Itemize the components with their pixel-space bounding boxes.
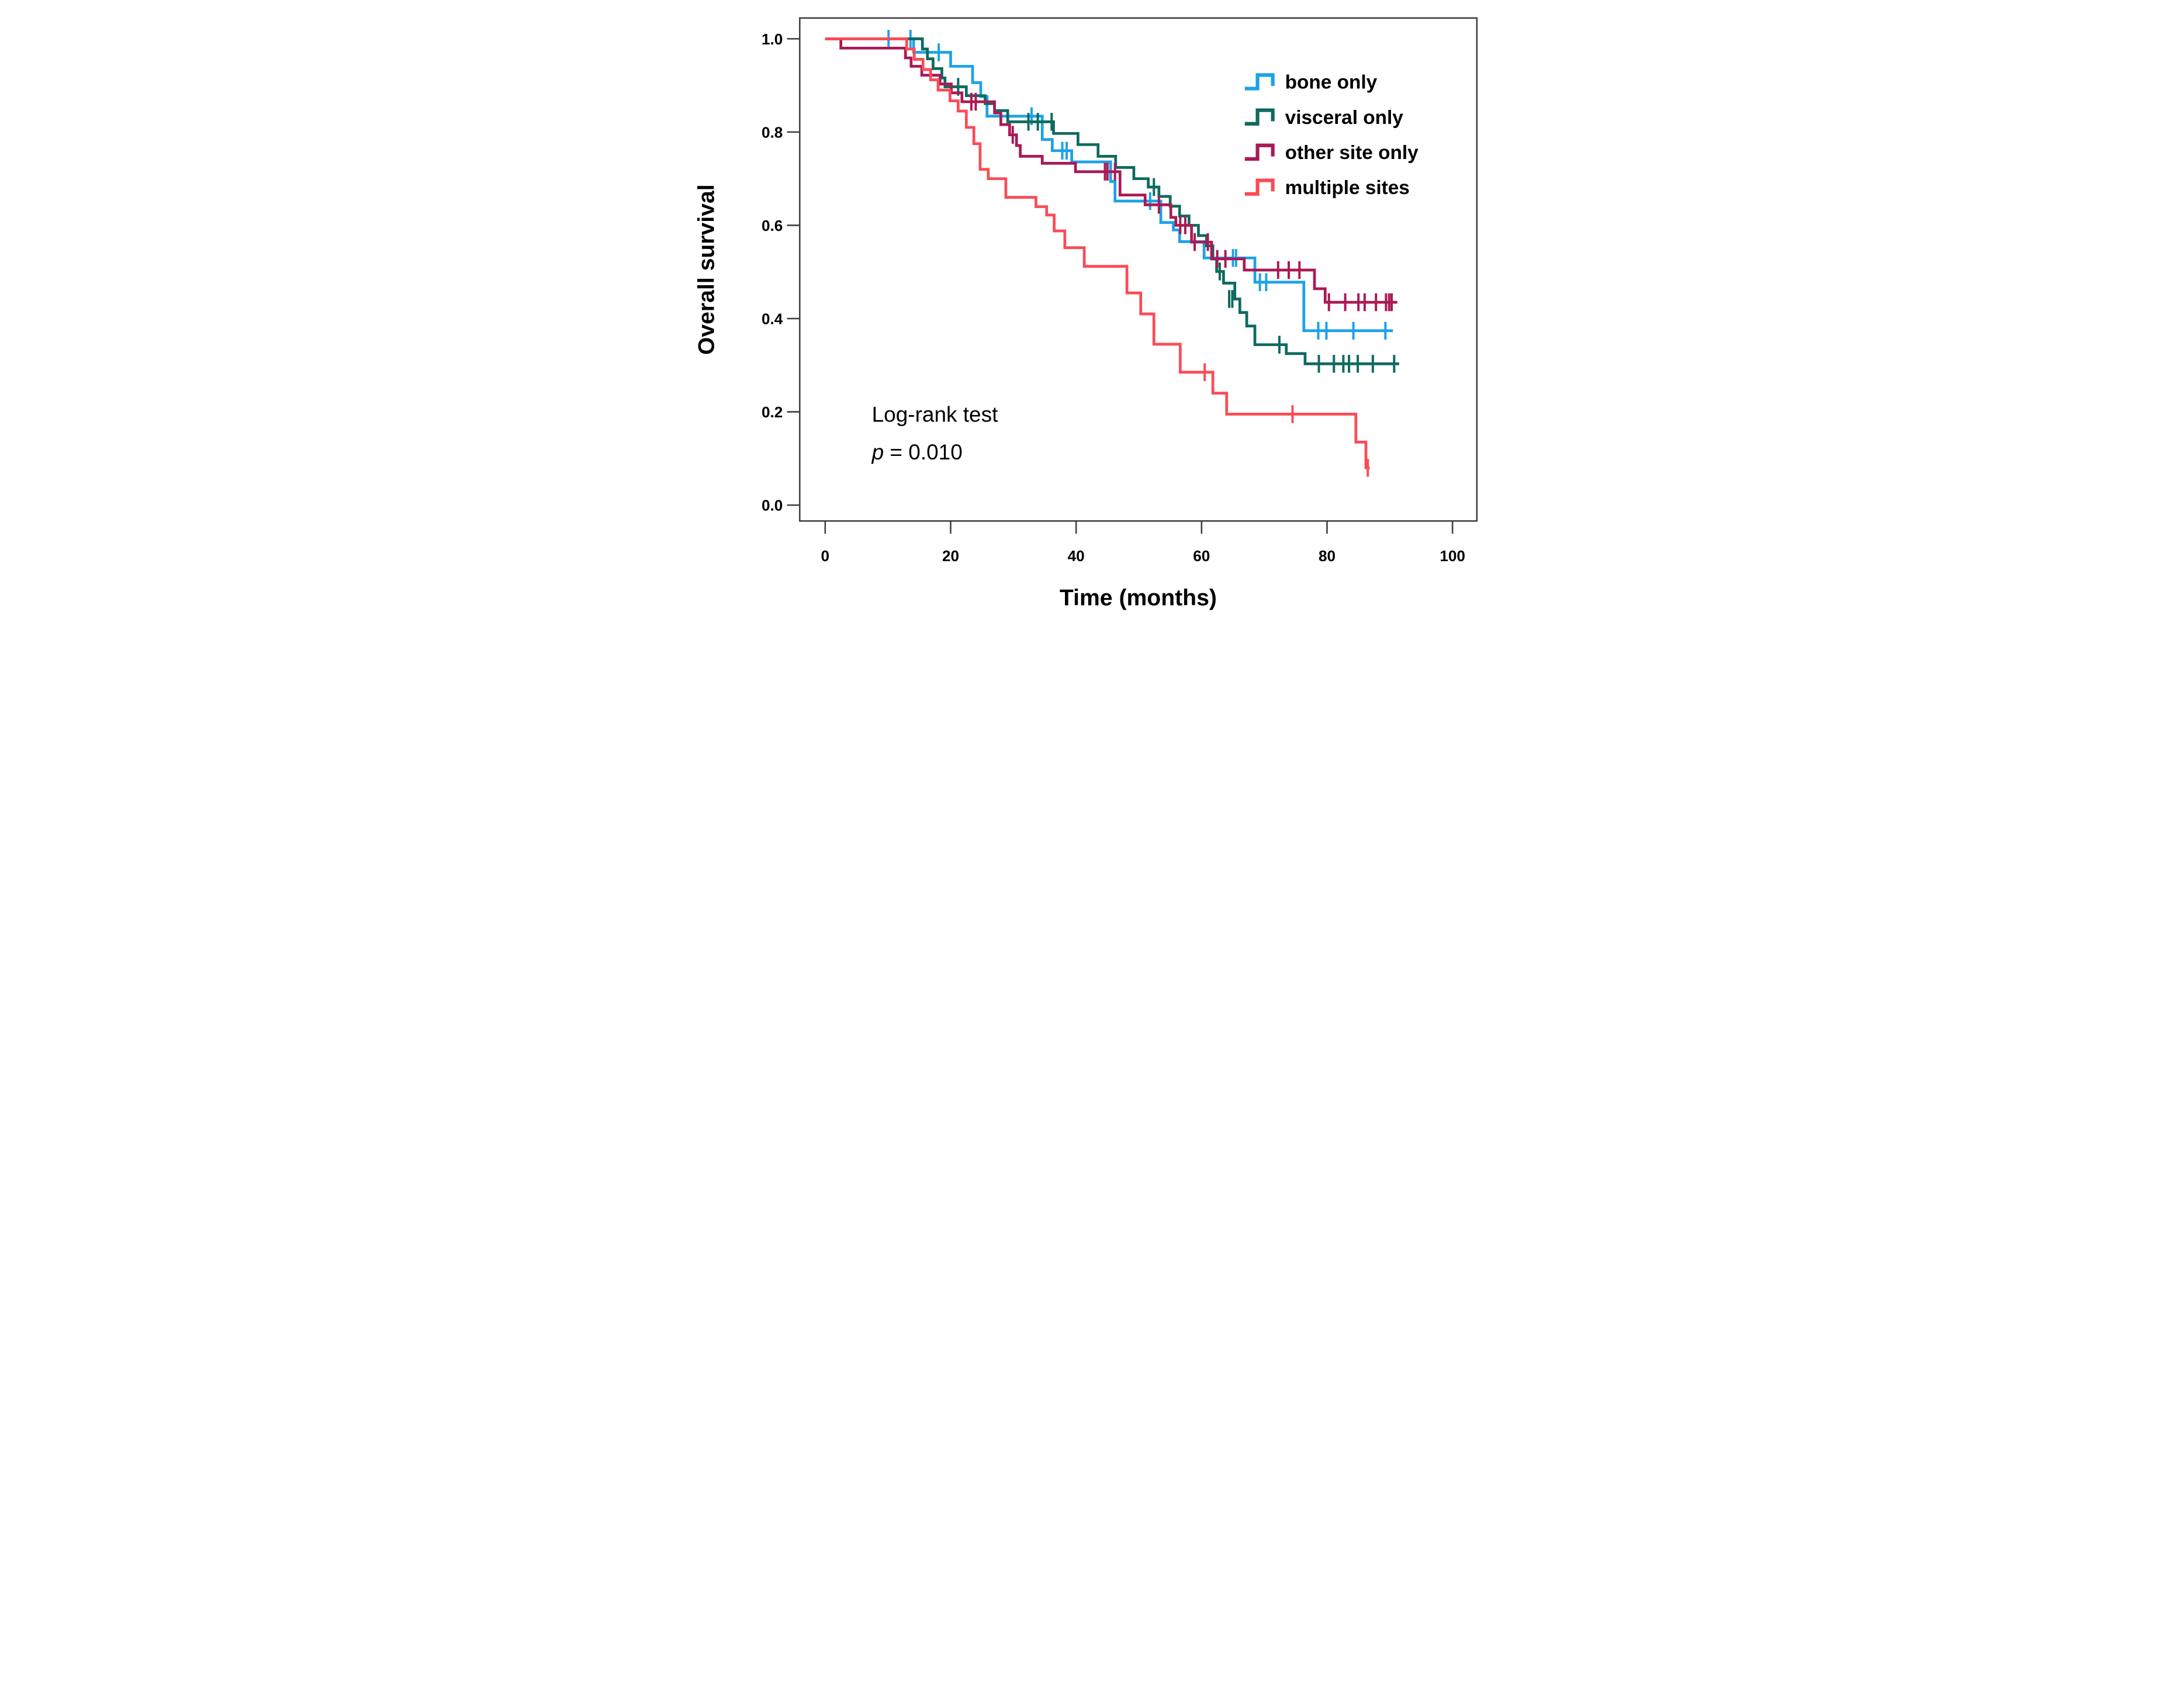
y-tick-label-0.2: 0.2 [762,403,783,421]
y-tick-label-1.0: 1.0 [762,30,783,48]
x-axis-ticks: 0 20 40 60 80 100 [821,521,1465,565]
km-survival-plot: 0 20 40 60 80 100 0.0 0.2 0.4 0.6 0.8 1.0 bone onl… [693,0,1483,620]
x-axis-title: Time (months) [1059,585,1216,610]
censor-marks-visceral-only [956,78,1395,373]
legend-label: multiple sites [1285,177,1409,199]
x-tick-label-20: 20 [942,547,959,565]
y-tick-label-0.6: 0.6 [762,217,783,234]
x-tick-label-60: 60 [1193,547,1210,565]
y-tick-label-0.8: 0.8 [762,123,783,141]
legend-label: visceral only [1285,107,1403,129]
x-tick-label-0: 0 [821,547,829,565]
plot-frame [798,17,1478,522]
legend-label: bone only [1285,72,1377,94]
x-tick-label-40: 40 [1067,547,1084,565]
legend-step-icon [1244,143,1275,161]
censor-marks-bone-only [887,30,1386,340]
legend: bone only visceral only other site only mul… [1244,72,1419,199]
y-axis-title: Overall survival [694,184,719,355]
x-tick-label-100: 100 [1440,547,1465,565]
km-curve-multiple-sites [825,37,1369,469]
legend-step-icon [1244,73,1275,91]
legend-item-other-site-only: other site only [1244,142,1419,164]
legend-item-multiple-sites: multiple sites [1244,177,1409,199]
annotation-logrank: Log-rank test [871,403,998,427]
legend-item-visceral-only: visceral only [1244,107,1403,129]
survival-curves [825,30,1399,477]
censor-marks-multiple-sites [1203,363,1369,477]
km-curve-other-site-only [825,37,1397,304]
legend-label: other site only [1285,142,1418,164]
km-curve-bone-only [825,37,1393,333]
annotation-pvalue: p = 0.010 [871,440,962,464]
y-tick-label-0.4: 0.4 [762,310,783,327]
censor-marks-other-site-only [970,92,1393,312]
y-tick-label-0.0: 0.0 [762,497,783,514]
figure: 0 20 40 60 80 100 0.0 0.2 0.4 0.6 0.8 1.0 bone onl… [693,0,1483,620]
legend-step-icon [1244,108,1275,126]
legend-item-bone-only: bone only [1244,72,1377,94]
legend-step-icon [1244,178,1275,196]
x-tick-label-80: 80 [1318,547,1335,565]
y-axis-ticks: 0.0 0.2 0.4 0.6 0.8 1.0 [762,30,800,514]
